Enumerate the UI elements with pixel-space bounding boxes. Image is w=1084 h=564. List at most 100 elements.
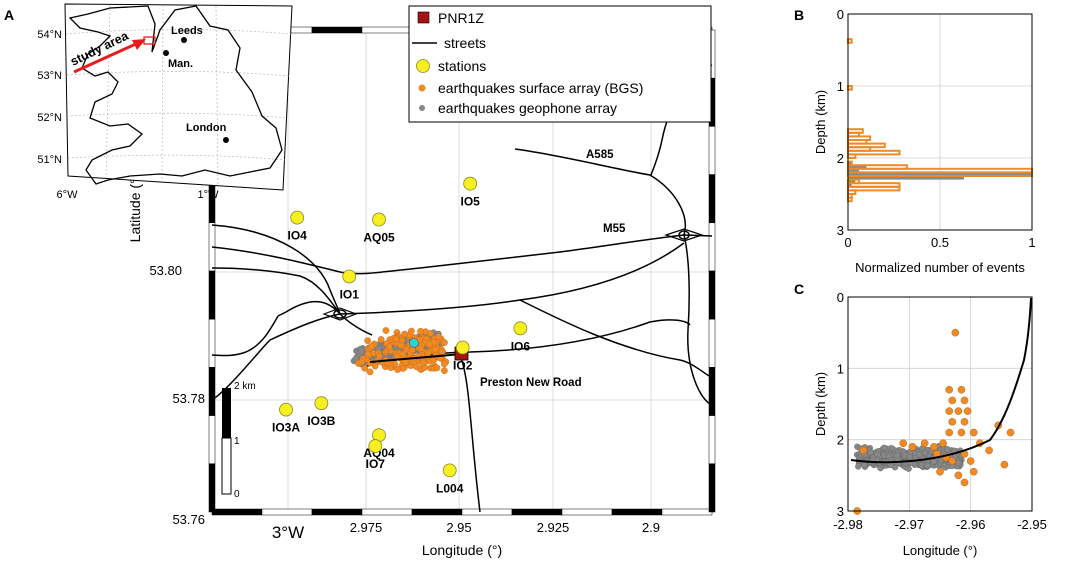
- panel-c-point-bgs: [957, 428, 966, 437]
- panel-b-ticks: 0 0.5 1 0 1 2 3: [837, 7, 1036, 250]
- panel-c-axes-box: [847, 296, 1033, 512]
- map-border-seg: [708, 270, 716, 320]
- inset-lat-53: 53°N: [37, 70, 62, 82]
- city-dot-manchester: [163, 50, 169, 56]
- bgs-event: [433, 364, 441, 372]
- panel-b-x-tick: 0.5: [931, 235, 949, 250]
- map-border-seg: [708, 126, 716, 175]
- panel-c-point-bgs: [948, 418, 957, 426]
- panel-c-point-geophone: [855, 463, 862, 470]
- map-lat-tick-53.76: 53.76: [172, 512, 205, 527]
- panel-c-point-bgs: [920, 439, 929, 448]
- panel-c-point-geophone: [930, 458, 937, 465]
- bgs-event: [366, 368, 374, 376]
- map-lon-tick-2.9: 2.9: [642, 520, 660, 535]
- panel-b-x-tick: 1: [1028, 235, 1035, 250]
- panel-b-y-tick: 1: [837, 79, 844, 94]
- map-lat-tick-53.80: 53.80: [149, 263, 182, 278]
- legend-box: [408, 5, 712, 123]
- panel-b-y-tick: 0: [837, 7, 844, 22]
- panel-c-ticks: -2.98 -2.97 -2.96 -2.95 0 1 2 3: [833, 290, 1047, 532]
- panel-c-point-bgs: [1006, 428, 1015, 437]
- panel-c-point-bgs: [954, 407, 963, 415]
- bgs-event: [425, 340, 433, 348]
- bgs-event: [377, 336, 385, 343]
- scale-bar-title: 2 km: [234, 381, 256, 392]
- bgs-event: [358, 358, 366, 366]
- station-marker-io3a: [279, 402, 293, 417]
- panel-c-point-bgs: [957, 385, 966, 394]
- road-label-m55: M55: [603, 223, 626, 235]
- map-border-seg: [208, 463, 216, 513]
- map-border-seg: [208, 415, 216, 465]
- bgs-event: [417, 345, 425, 353]
- inset-lat-54: 54°N: [37, 29, 62, 41]
- panel-b-bar-geophone: [848, 165, 867, 169]
- bgs-event: [440, 360, 448, 368]
- panel-c-point-bgs: [963, 407, 972, 415]
- panel-c-point-geophone: [861, 461, 868, 469]
- panel-c-x-tick: -2.95: [1017, 517, 1047, 532]
- bgs-event: [366, 359, 374, 367]
- panel-c-points: [853, 328, 1015, 515]
- bgs-event: [397, 341, 405, 349]
- station-label-io2: IO2: [453, 359, 473, 373]
- bgs-event: [424, 349, 432, 357]
- uk-coastline: [68, 5, 283, 185]
- station-marker-io5: [463, 176, 478, 191]
- bgs-event: [408, 327, 415, 335]
- panel-c-point-geophone: [874, 450, 881, 458]
- scale-bar: 2 km 1 0: [221, 381, 256, 500]
- panel-c-point-geophone: [893, 452, 901, 459]
- panel-c-point-geophone: [867, 449, 874, 456]
- inset-map: study area Leeds Man. London 54°N 53°N 5…: [37, 3, 293, 201]
- street-north-west: [211, 224, 341, 315]
- bgs-event: [427, 330, 434, 337]
- bgs-event: [441, 339, 448, 346]
- junction-west: [322, 307, 358, 321]
- junction-east: [664, 228, 704, 242]
- panel-b-bar-geophone: [848, 179, 856, 184]
- panel-b-y-tick: 3: [837, 223, 844, 238]
- panel-c-scatter: -2.98 -2.97 -2.96 -2.95 0 1 2 3 Longitude (°) D…: [813, 290, 1047, 558]
- station-label-aq05: AQ05: [363, 231, 395, 245]
- road-label-preston-new-road: Preston New Road: [480, 377, 582, 389]
- street-m55: [211, 234, 713, 275]
- panel-c-point-bgs: [954, 471, 963, 480]
- geophone-event: [358, 347, 365, 355]
- panel-c-point-bgs: [908, 442, 917, 451]
- map-border-seg: [561, 508, 613, 516]
- city-label-leeds: Leeds: [171, 25, 203, 37]
- map-lon-tick-2.95: 2.95: [446, 520, 471, 535]
- map-border-seg: [211, 508, 263, 516]
- scale-bar-bottom: [221, 437, 232, 495]
- panel-b-bar-geophone: [848, 183, 852, 187]
- study-area-arrowhead: [132, 39, 146, 50]
- panel-c-point-bgs: [930, 442, 938, 451]
- city-dot-leeds: [181, 37, 187, 43]
- streets-layer: [211, 64, 713, 513]
- station-label-io4: IO4: [288, 229, 308, 243]
- station-marker-io7: [368, 439, 383, 453]
- station-label-l004: L004: [436, 481, 464, 495]
- panel-c-point-geophone: [880, 452, 888, 459]
- street-south: [459, 354, 481, 513]
- station-marker-io1: [342, 269, 357, 284]
- bgs-event: [441, 367, 448, 374]
- panel-b-y-tick: 2: [837, 151, 844, 166]
- bgs-event: [361, 364, 369, 372]
- station-label-io3a: IO3A: [272, 421, 300, 435]
- panel-c-point-geophone: [877, 464, 884, 472]
- injection-point-marker: [409, 338, 419, 348]
- panel-c-point-bgs: [960, 418, 969, 426]
- panel-b-histogram: 0 0.5 1 0 1 2 3 Normalized number of events De…: [813, 7, 1036, 275]
- roundabout-west: [333, 309, 347, 319]
- panel-b-grid: [848, 14, 1032, 230]
- map-border-seg: [708, 222, 716, 272]
- station-marker-io2: [455, 340, 470, 355]
- panel-c-point-bgs: [945, 407, 954, 415]
- legend-label-geophone: earthquakes geophone array: [438, 100, 617, 116]
- panel-c-x-tick: -2.97: [895, 517, 925, 532]
- inset-grid: [65, 4, 292, 185]
